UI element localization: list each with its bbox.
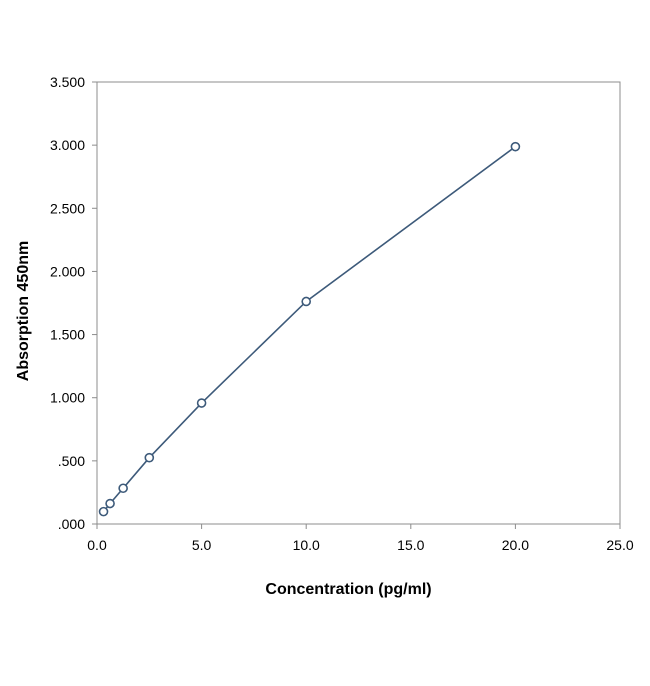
data-point xyxy=(196,398,207,408)
x-axis-title: Concentration (pg/ml) xyxy=(265,581,431,598)
y-tick-label: 2.000 xyxy=(50,263,85,279)
data-point xyxy=(144,452,155,463)
x-tick-label: 15.0 xyxy=(397,537,424,553)
y-tick-label: 1.500 xyxy=(50,327,85,343)
x-tick-label: 10.0 xyxy=(293,537,320,553)
y-tick-label: 2.500 xyxy=(50,200,85,216)
plot-frame xyxy=(96,81,621,525)
y-tick-label: 1.000 xyxy=(50,390,85,406)
y-axis-ticks: .000 .500 1.000 1.500 2.000 2.500 3.000 3.500 xyxy=(50,74,97,532)
y-tick-label: 3.500 xyxy=(50,74,85,90)
data-point xyxy=(98,506,109,517)
x-tick-label: 25.0 xyxy=(606,537,633,553)
y-tick-label: .000 xyxy=(58,516,85,532)
x-tick-label: 5.0 xyxy=(192,537,212,553)
data-point xyxy=(301,296,312,307)
data-point xyxy=(118,483,128,494)
y-tick-label: 3.000 xyxy=(50,137,85,153)
data-point xyxy=(105,498,115,509)
y-tick-label: .500 xyxy=(58,453,85,469)
y-axis-title: Absorption 450nm xyxy=(15,241,32,381)
series-layer xyxy=(98,141,521,517)
x-axis-ticks: 0.0 5.0 10.0 15.0 20.0 25.0 xyxy=(87,524,634,553)
data-point xyxy=(510,141,521,152)
x-tick-label: 20.0 xyxy=(502,537,529,553)
x-tick-label: 0.0 xyxy=(87,537,107,553)
